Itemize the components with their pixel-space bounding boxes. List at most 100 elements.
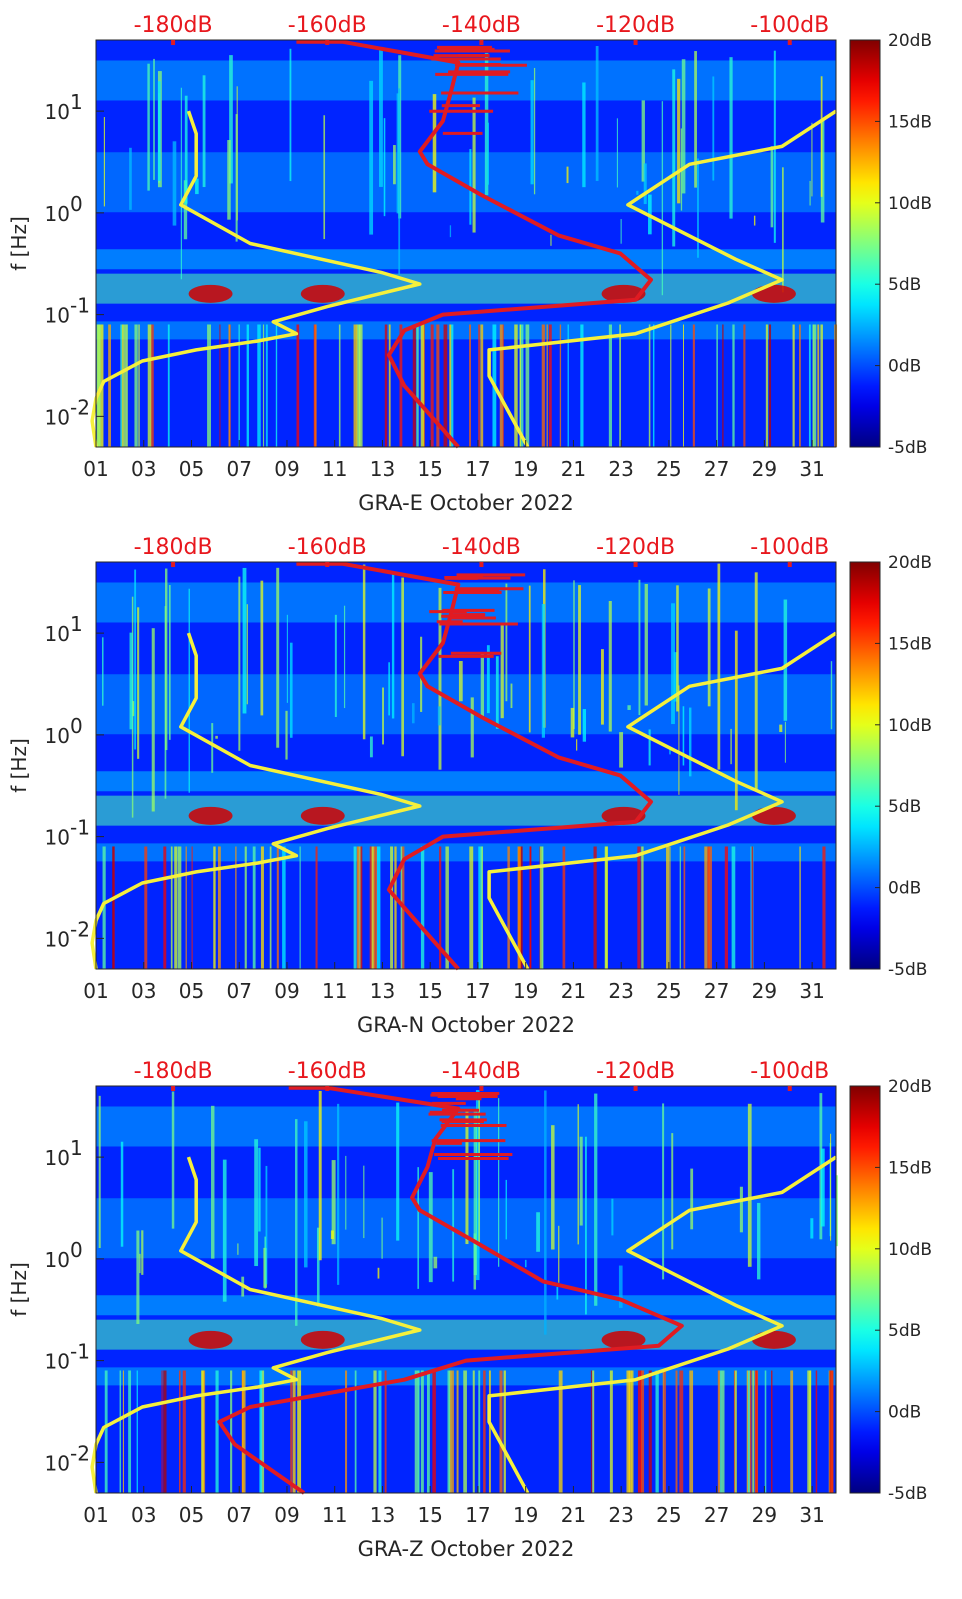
spectral-streak (608, 324, 612, 447)
spectral-streak (121, 324, 124, 447)
spectral-streak (202, 75, 206, 188)
x-tick-label: 23 (608, 979, 633, 1003)
x-tick-label: 19 (513, 979, 538, 1003)
spectral-streak (282, 846, 286, 969)
spectral-streak (345, 1155, 347, 1230)
spectral-streak (276, 567, 280, 748)
noise-model-curve (487, 631, 837, 970)
spectral-streak (433, 1256, 438, 1269)
hot-spot (300, 806, 345, 825)
spectral-streak (452, 1169, 455, 1282)
spectral-streak (675, 1370, 678, 1493)
spectral-streak (285, 710, 288, 760)
spectral-streak (229, 55, 233, 184)
spectral-streak (416, 324, 419, 447)
spectral-streak (567, 324, 569, 447)
spectral-streak (463, 1370, 467, 1493)
spectral-streak (478, 324, 480, 447)
spectral-streak (373, 1370, 377, 1493)
spectral-streak (764, 1370, 767, 1493)
top-axis-db-label: -180dB (134, 1059, 213, 1084)
spectral-streak (235, 846, 237, 969)
top-axis-tick (479, 40, 484, 45)
hot-spot (300, 284, 345, 303)
spectral-streak (412, 324, 416, 447)
spectral-streak (414, 1370, 419, 1493)
spectral-streak (337, 1103, 340, 1285)
y-tick-label: 10 (45, 927, 70, 951)
spectral-streak (458, 661, 463, 702)
spectral-streak (620, 219, 622, 244)
top-axis-tick (171, 40, 176, 45)
colorbar-tick-label: 5dB (888, 275, 921, 295)
spectral-streak (174, 846, 178, 969)
spectral-streak (289, 48, 292, 182)
spectral-streak (420, 846, 425, 969)
spectral-streak (394, 846, 397, 969)
spectral-streak (360, 846, 363, 969)
top-axis-db-label: -180dB (134, 13, 213, 38)
spectral-streak (373, 846, 377, 969)
spectral-streak (682, 324, 685, 447)
spectral-streak (96, 324, 101, 447)
spectral-streak (323, 115, 326, 240)
x-tick-label: 03 (131, 457, 156, 481)
spectral-streak (260, 1370, 265, 1493)
spectral-streak (472, 97, 476, 233)
top-axis-tick (787, 562, 792, 567)
top-axis-db-label: -120dB (596, 1059, 675, 1084)
spectral-streak (391, 572, 395, 719)
spectral-streak (238, 324, 240, 447)
spectral-streak (426, 1370, 430, 1493)
spectral-streak (671, 603, 675, 725)
psd-curve (296, 39, 653, 449)
spectral-streak (475, 1090, 480, 1281)
spectral-streak (480, 846, 483, 969)
spectral-streak (782, 167, 784, 293)
spectral-streak (533, 67, 536, 195)
colorbar-tick-label: 15dB (888, 1158, 932, 1178)
spectral-streak (683, 846, 686, 969)
spectral-streak (590, 1370, 592, 1493)
spectral-streak (770, 146, 774, 228)
hot-spot (601, 1330, 646, 1349)
x-tick-label: 21 (561, 1503, 586, 1527)
spectral-streak (539, 846, 543, 969)
spectral-streak (227, 140, 231, 220)
spectral-streak (260, 846, 264, 969)
spectral-streak (690, 1168, 694, 1230)
spectral-streak (228, 324, 231, 447)
x-tick-label: 01 (83, 457, 108, 481)
spectral-streak (721, 1370, 725, 1493)
spectral-streak (765, 324, 769, 447)
top-axis-db-label: -120dB (596, 535, 675, 560)
spectral-streak (384, 324, 388, 447)
x-tick-label: 31 (799, 979, 824, 1003)
spectral-streak (296, 324, 300, 447)
x-tick-label: 17 (465, 457, 490, 481)
spectral-streak (447, 1370, 451, 1493)
spectral-band (96, 152, 836, 213)
spectral-streak (150, 324, 154, 447)
spectral-streak (595, 45, 599, 181)
spectral-streak (704, 846, 708, 969)
spectral-streak (254, 1139, 259, 1267)
spectral-streak (180, 87, 182, 280)
x-tick-label: 03 (131, 1503, 156, 1527)
spectral-streak (673, 652, 678, 702)
spectral-streak (167, 324, 170, 447)
x-axis-label: GRA-N October 2022 (357, 1013, 575, 1037)
x-tick-label: 15 (417, 979, 442, 1003)
top-axis-db-label: -120dB (596, 13, 675, 38)
spectral-band (96, 674, 836, 735)
spectral-streak (185, 846, 187, 969)
spectral-streak (519, 324, 521, 447)
spectral-streak (731, 846, 736, 969)
spectral-streak (664, 1370, 666, 1493)
spectral-streak (102, 846, 106, 969)
y-tick-label: 10 (45, 724, 70, 748)
spectral-streak (262, 324, 265, 447)
spectral-streak (641, 100, 645, 182)
top-axis-tick (633, 562, 638, 567)
x-tick-label: 07 (226, 1503, 251, 1527)
